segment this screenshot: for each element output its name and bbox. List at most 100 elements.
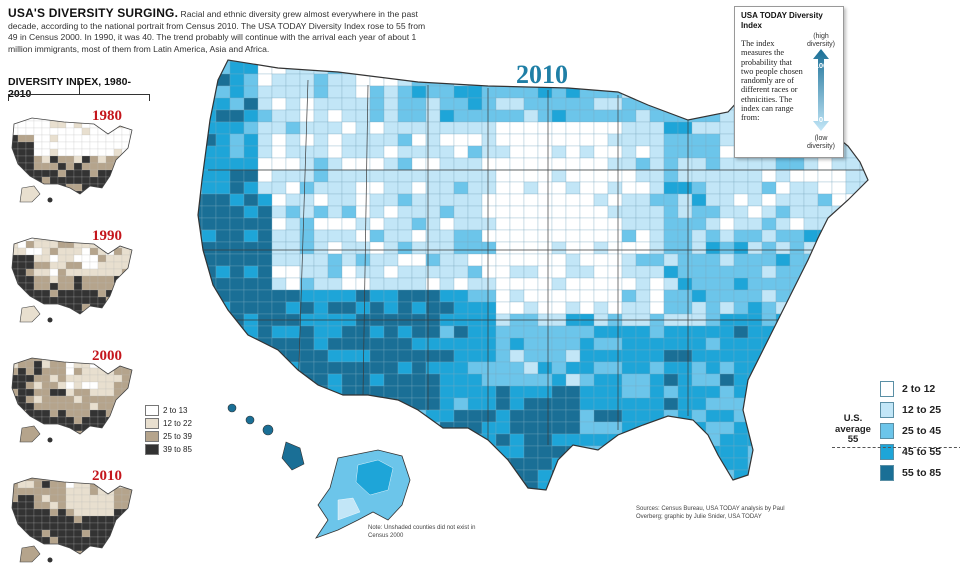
county-cell: [579, 157, 595, 171]
county-cell: [789, 481, 805, 490]
county-cell: [537, 241, 553, 255]
county-cell: [761, 217, 777, 231]
county-cell: [607, 445, 623, 459]
county-cell: [789, 241, 805, 255]
county-cell: [593, 289, 609, 303]
county-cell: [649, 433, 665, 447]
county-cell: [523, 385, 539, 399]
county-cell: [775, 469, 791, 483]
county-cell: [327, 121, 343, 135]
county-cell: [565, 217, 581, 231]
county-cell: [761, 481, 777, 490]
county-cell: [201, 421, 217, 435]
county-cell: [649, 253, 665, 267]
county-cell: [341, 421, 357, 435]
county-cell: [775, 181, 791, 195]
county-cell: [215, 169, 231, 183]
county-cell: [411, 157, 427, 171]
county-cell: [411, 481, 427, 490]
county-cell: [369, 61, 385, 75]
county-cell: [509, 97, 525, 111]
county-cell: [467, 277, 483, 291]
county-cell: [439, 217, 455, 231]
county-cell: [439, 397, 455, 411]
county-cell: [439, 409, 455, 423]
county-cell: [747, 169, 763, 183]
county-cell: [341, 385, 357, 399]
county-cell: [523, 193, 539, 207]
county-cell: [537, 457, 553, 471]
county-cell: [313, 60, 329, 63]
county-cell: [804, 494, 818, 506]
county-cell: [775, 325, 791, 339]
county-cell: [201, 397, 217, 411]
county-cell: [467, 373, 483, 387]
county-cell: [677, 157, 693, 171]
history-legend-swatch: [145, 431, 159, 442]
county-cell: [719, 289, 735, 303]
county-cell: [495, 289, 511, 303]
county-cell: [313, 73, 329, 87]
county-cell: [649, 301, 665, 315]
county-cell: [439, 241, 455, 255]
county-cell: [537, 229, 553, 243]
county-cell: [201, 373, 217, 387]
county-cell: [201, 277, 217, 291]
county-cell: [705, 60, 721, 63]
county-cell: [313, 109, 329, 123]
county-cell: [579, 73, 595, 87]
county-cell: [271, 229, 287, 243]
county-cell: [481, 241, 497, 255]
county-cell: [453, 241, 469, 255]
county-cell: [411, 169, 427, 183]
county-cell: [775, 445, 791, 459]
county-cell: [439, 385, 455, 399]
county-cell: [874, 362, 888, 374]
county-cell: [775, 481, 791, 490]
county-cell: [579, 337, 595, 351]
county-cell: [565, 253, 581, 267]
county-cell: [341, 361, 357, 375]
county-cell: [607, 73, 623, 87]
county-cell: [635, 301, 651, 315]
county-cell: [313, 349, 329, 363]
sources-credit: Sources: Census Bureau, USA TODAY analys…: [636, 506, 785, 520]
county-cell: [691, 289, 707, 303]
county-cell: [243, 289, 259, 303]
county-cell: [229, 385, 245, 399]
county-cell: [509, 181, 525, 195]
county-cell: [201, 181, 217, 195]
county-cell: [243, 217, 259, 231]
county-cell: [355, 361, 371, 375]
county-cell: [607, 133, 623, 147]
county-cell: [481, 109, 497, 123]
county-cell: [691, 97, 707, 111]
county-cell: [817, 481, 833, 490]
county-cell: [243, 157, 259, 171]
county-cell: [229, 97, 245, 111]
county-cell: [677, 241, 693, 255]
county-cell: [495, 277, 511, 291]
county-cell: [859, 253, 868, 267]
county-cell: [509, 109, 525, 123]
county-cell: [215, 433, 231, 447]
county-cell: [397, 409, 413, 423]
county-cell: [481, 265, 497, 279]
county-cell: [537, 169, 553, 183]
county-cell: [579, 421, 595, 435]
county-cell: [271, 157, 287, 171]
county-cell: [748, 494, 762, 506]
county-cell: [397, 241, 413, 255]
county-cell: [313, 181, 329, 195]
county-cell: [201, 385, 217, 399]
county-cell: [467, 349, 483, 363]
county-cell: [621, 361, 637, 375]
county-cell: [817, 349, 833, 363]
county-cell: [341, 409, 357, 423]
county-cell: [677, 433, 693, 447]
county-cell: [453, 169, 469, 183]
county-cell: [285, 421, 301, 435]
county-cell: [677, 301, 693, 315]
county-cell: [509, 349, 525, 363]
county-cell: [845, 61, 861, 75]
